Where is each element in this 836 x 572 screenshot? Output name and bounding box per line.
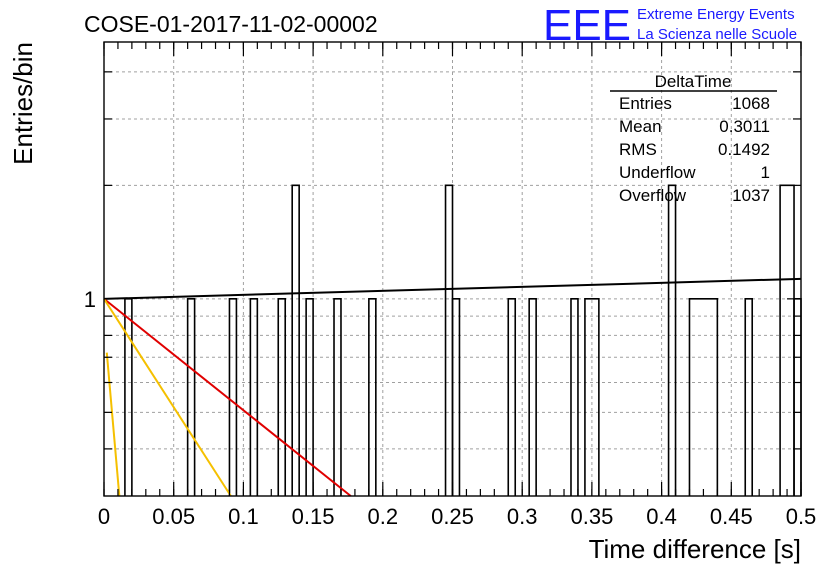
x-tick-label: 0.3: [507, 504, 538, 529]
fit-line: [103, 298, 352, 497]
fit-line: [105, 352, 121, 497]
histogram-bin: [451, 298, 461, 496]
stats-row-value: 1: [761, 163, 770, 182]
histogram-bin: [584, 298, 600, 496]
histogram-bin: [277, 298, 287, 496]
histogram-bin: [186, 298, 196, 496]
stats-row-label: Entries: [619, 94, 672, 113]
y-tick-label: 1: [84, 287, 96, 312]
x-tick-label: 0.35: [570, 504, 613, 529]
fit-line: [103, 277, 802, 300]
x-tick-label: 0.45: [710, 504, 753, 529]
x-tick-label: 0.05: [152, 504, 195, 529]
stats-row-value: 1037: [732, 186, 770, 205]
stats-row-label: Overflow: [619, 186, 687, 205]
histogram-bin: [305, 298, 314, 496]
stats-title: DeltaTime: [655, 72, 732, 91]
stats-row-label: RMS: [619, 140, 657, 159]
stats-rows: Entries 1068 Mean 0.3011 RMS 0.1492 Underflow 1…: [619, 94, 770, 205]
stats-row-value: 1068: [732, 94, 770, 113]
eee-logo: EEE Extreme Energy Events La Scienza nel…: [543, 1, 797, 50]
fit-line: [103, 298, 232, 497]
histogram-bin: [793, 298, 802, 496]
histogram-bin: [124, 298, 133, 496]
histogram-bin: [444, 184, 454, 496]
histogram-bin: [507, 298, 517, 496]
x-axis-label: Time difference [s]: [589, 534, 801, 564]
histogram-bin: [291, 184, 300, 496]
axis-ticks: 0 0.05 0.1 0.15 0.2 0.25 0.3 0.35 0.4 0.45 0.5 1: [84, 42, 817, 529]
x-tick-label: 0: [98, 504, 110, 529]
stats-row-label: Mean: [619, 117, 662, 136]
x-tick-label: 0.5: [786, 504, 817, 529]
x-tick-label: 0.2: [368, 504, 399, 529]
histogram-bin: [667, 184, 677, 496]
logo-mark: EEE: [543, 1, 631, 50]
histogram-bin: [779, 184, 795, 496]
x-tick-label: 0.25: [431, 504, 474, 529]
histogram-bin: [570, 298, 579, 496]
x-tick-label: 0.15: [292, 504, 335, 529]
stats-row-value: 0.3011: [719, 117, 770, 136]
logo-line-1: Extreme Energy Events: [637, 6, 795, 23]
logo-line-2: La Scienza nelle Scuole: [637, 26, 797, 43]
stats-row-label: Underflow: [619, 163, 696, 182]
x-tick-label: 0.1: [228, 504, 259, 529]
histogram-bin: [744, 298, 754, 496]
histogram-bin: [333, 298, 342, 496]
y-axis-label: Entries/bin: [8, 42, 38, 165]
x-tick-label: 0.4: [646, 504, 677, 529]
fit-lines: [103, 277, 802, 497]
histogram-bin: [368, 298, 377, 496]
histogram-bin: [688, 298, 719, 496]
stats-box: DeltaTime Entries 1068 Mean 0.3011 RMS 0.1492…: [610, 72, 777, 205]
histogram-bin: [249, 298, 259, 496]
histogram-bin: [528, 298, 537, 496]
histogram-bin: [228, 298, 238, 496]
chart-title: COSE-01-2017-11-02-00002: [84, 11, 378, 37]
stats-row-value: 0.1492: [718, 140, 770, 159]
histogram-bars: [124, 184, 802, 496]
